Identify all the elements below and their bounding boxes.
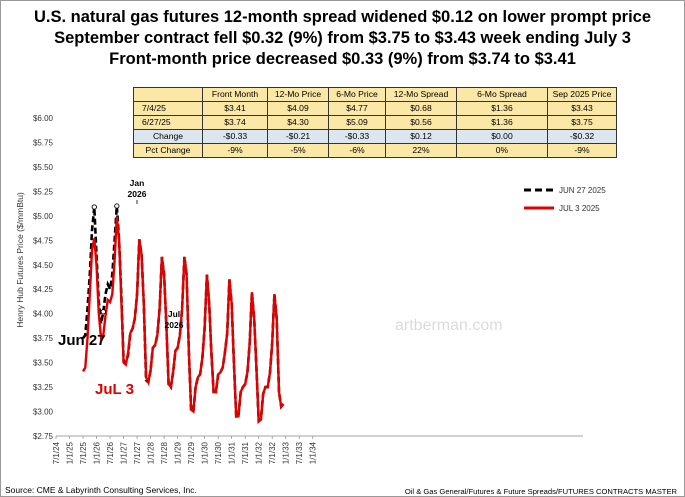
- x-tick-label: 7/1/28: [160, 441, 169, 464]
- footer-path: Oil & Gas General/Futures & Future Sprea…: [404, 487, 677, 496]
- table-cell: -9%: [547, 143, 617, 158]
- table-cell: 0%: [456, 143, 548, 158]
- series-marker-jun27: [91, 204, 97, 210]
- table-header-row: Front Month 12-Mo Price 6-Mo Price 12-Mo…: [133, 87, 617, 102]
- title-line-2: September contract fell $0.32 (9%) from …: [54, 29, 631, 47]
- annotation-jan2026: Jan 2026: [128, 178, 147, 199]
- x-tick-label: 7/1/31: [241, 441, 250, 464]
- table-cell: Pct Change: [133, 143, 203, 158]
- table-cell: -$0.33: [328, 129, 386, 144]
- x-tick-label: 1/1/28: [147, 441, 156, 464]
- x-tick-label: 1/1/30: [201, 441, 210, 464]
- x-tick-label: 7/1/25: [79, 441, 88, 464]
- y-tick-label: $4.25: [33, 285, 54, 294]
- table-header-cell: Sep 2025 Price: [547, 87, 617, 102]
- x-tick-label: 7/1/26: [106, 441, 115, 464]
- series-line-jul3: [81, 216, 285, 424]
- legend-label-jun27: JUN 27 2025: [559, 186, 606, 195]
- title-line-3: Front-month price decreased $0.33 (9%) f…: [109, 50, 576, 68]
- y-axis: $2.75 $3.00 $3.25 $3.50 $3.75 $4.00 $4.25 $4.50…: [33, 114, 54, 441]
- x-tick-label: 1/1/25: [66, 441, 75, 464]
- x-tick-label: 7/1/30: [214, 441, 223, 464]
- x-tick-label: 1/1/26: [93, 441, 102, 464]
- price-summary-table: Front Month 12-Mo Price 6-Mo Price 12-Mo…: [133, 87, 617, 158]
- title-line-1: U.S. natural gas futures 12-month spread…: [33, 8, 652, 26]
- y-tick-label: $5.75: [33, 138, 54, 147]
- y-tick-label: $3.25: [33, 383, 54, 392]
- table-cell: -$0.32: [547, 129, 617, 144]
- table-row: 6/27/25 $3.74 $4.30 $5.09 $0.56 $1.36 $3…: [133, 115, 617, 130]
- legend-label-jul3: JUL 3 2025: [559, 204, 600, 213]
- table-cell: -$0.21: [267, 129, 329, 144]
- y-axis-label: Henry Hub Futures Price ($/mmBtu): [15, 192, 25, 328]
- x-tick-label: 1/1/33: [282, 441, 291, 464]
- y-tick-label: $4.00: [33, 310, 54, 319]
- table-cell: 22%: [385, 143, 457, 158]
- x-tick-label: 7/1/29: [187, 441, 196, 464]
- y-tick-label: $5.00: [33, 212, 54, 221]
- table-row: 7/4/25 $3.41 $4.09 $4.77 $0.68 $1.36 $3.…: [133, 101, 617, 116]
- annotation-jul2026: Jul 2026: [165, 309, 184, 330]
- y-tick-label: $5.50: [33, 163, 54, 172]
- y-tick-label: $4.50: [33, 261, 54, 270]
- table-cell: $0.12: [385, 129, 457, 144]
- series-marker-jun27: [114, 203, 120, 209]
- table-row: Change -$0.33 -$0.21 -$0.33 $0.12 $0.00 …: [133, 129, 617, 144]
- y-tick-label: $5.25: [33, 187, 54, 196]
- y-tick-label: $3.50: [33, 359, 54, 368]
- x-axis: 7/1/24 1/1/25 7/1/25 1/1/26 7/1/26 1/1/27 7/1/…: [52, 436, 318, 464]
- series-marker-jun27: [100, 309, 106, 315]
- x-tick-label: 7/1/24: [52, 441, 61, 464]
- y-tick-label: $6.00: [33, 114, 54, 123]
- x-tick-label: 7/1/27: [133, 441, 142, 464]
- x-tick-label: 1/1/29: [174, 441, 183, 464]
- legend: JUN 27 2025 JUL 3 2025: [524, 186, 606, 213]
- x-tick-label: 1/1/27: [120, 441, 129, 464]
- annotation-jul3: JuL 3: [95, 381, 134, 398]
- x-tick-label: 1/1/31: [228, 441, 237, 464]
- x-tick-label: 1/1/32: [255, 441, 264, 464]
- series-group: [81, 203, 285, 425]
- annotation-jun27: Jun 27: [58, 332, 106, 349]
- table-row: Pct Change -9% -5% -6% 22% 0% -9%: [133, 143, 617, 158]
- x-tick-label: 7/1/32: [268, 441, 277, 464]
- source-note: Source: CME & Labyrinth Consulting Servi…: [5, 485, 197, 495]
- y-tick-label: $2.75: [33, 432, 54, 441]
- watermark: artberman.com: [395, 317, 503, 334]
- table-cell: Change: [133, 129, 203, 144]
- title-block: U.S. natural gas futures 12-month spread…: [0, 7, 685, 70]
- x-tick-label: 7/1/33: [295, 441, 304, 464]
- x-tick-label: 1/1/34: [309, 441, 318, 464]
- y-tick-label: $4.75: [33, 236, 54, 245]
- table-cell: -9%: [202, 143, 268, 158]
- y-tick-label: $3.00: [33, 408, 54, 417]
- y-tick-label: $3.75: [33, 334, 54, 343]
